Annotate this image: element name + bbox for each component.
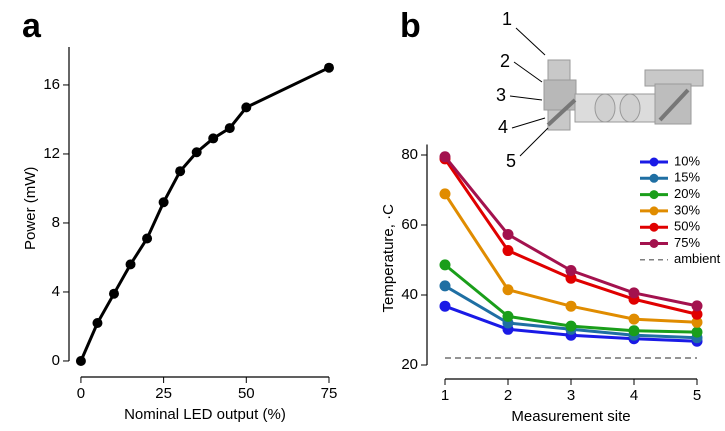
data-point bbox=[109, 289, 119, 299]
x-tick-label: 3 bbox=[567, 387, 575, 404]
x-tick-label: 25 bbox=[155, 385, 172, 402]
data-point bbox=[175, 166, 185, 176]
x-tick-label: 75 bbox=[321, 385, 338, 402]
x-tick-label: 50 bbox=[238, 385, 255, 402]
y-tick-label: 8 bbox=[52, 214, 60, 231]
legend-label: 15% bbox=[674, 170, 700, 185]
legend-label: 75% bbox=[674, 235, 700, 250]
data-point bbox=[126, 259, 136, 269]
x-tick-label: 5 bbox=[693, 387, 701, 404]
series-line bbox=[81, 68, 329, 361]
legend-marker bbox=[650, 206, 659, 215]
y-tick-label: 40 bbox=[401, 286, 418, 303]
x-tick-label: 2 bbox=[504, 387, 512, 404]
y-tick-label: 80 bbox=[401, 146, 418, 163]
panel-label: a bbox=[22, 7, 42, 45]
data-point bbox=[692, 300, 703, 311]
series-line bbox=[445, 159, 697, 314]
legend-label: 50% bbox=[674, 219, 700, 234]
x-tick-label: 1 bbox=[441, 387, 449, 404]
diagram-label: 4 bbox=[498, 117, 508, 137]
data-point bbox=[159, 197, 169, 207]
data-point bbox=[566, 321, 577, 332]
y-axis-label: Temperature, ·C bbox=[380, 204, 397, 313]
legend-label: 20% bbox=[674, 186, 700, 201]
diagram-part bbox=[595, 94, 615, 122]
y-tick-label: 12 bbox=[43, 145, 60, 162]
diagram-label: 1 bbox=[502, 9, 512, 29]
data-point bbox=[503, 245, 514, 256]
data-point bbox=[440, 151, 451, 162]
y-tick-label: 4 bbox=[52, 283, 60, 300]
diagram-part bbox=[620, 94, 640, 122]
data-point bbox=[629, 314, 640, 325]
data-point bbox=[503, 229, 514, 240]
data-point bbox=[76, 356, 86, 366]
diagram-label: 2 bbox=[500, 51, 510, 71]
y-axis-label: Power (mW) bbox=[22, 167, 39, 250]
diagram-pointer bbox=[512, 118, 545, 128]
legend-label: 30% bbox=[674, 202, 700, 217]
data-point bbox=[692, 327, 703, 338]
y-tick-label: 60 bbox=[401, 216, 418, 233]
diagram-label: 5 bbox=[506, 151, 516, 171]
data-point bbox=[629, 287, 640, 298]
data-point bbox=[503, 311, 514, 322]
x-axis-label: Nominal LED output (%) bbox=[124, 406, 286, 423]
figure: a04812160255075Nominal LED output (%)Pow… bbox=[0, 0, 725, 426]
legend-marker bbox=[650, 158, 659, 167]
data-point bbox=[225, 123, 235, 133]
data-point bbox=[92, 318, 102, 328]
y-tick-label: 20 bbox=[401, 356, 418, 373]
diagram-pointer bbox=[516, 28, 545, 55]
data-point bbox=[208, 133, 218, 143]
x-tick-label: 0 bbox=[77, 385, 85, 402]
x-tick-label: 4 bbox=[630, 387, 638, 404]
data-point bbox=[440, 259, 451, 270]
y-tick-label: 16 bbox=[43, 76, 60, 93]
legend-marker bbox=[650, 223, 659, 232]
diagram-pointer bbox=[510, 96, 542, 100]
data-point bbox=[440, 188, 451, 199]
data-point bbox=[192, 147, 202, 157]
legend-marker bbox=[650, 190, 659, 199]
panel-label: b bbox=[400, 7, 421, 45]
data-point bbox=[440, 280, 451, 291]
legend-marker bbox=[650, 174, 659, 183]
diagram-pointer bbox=[514, 62, 542, 82]
legend-label: ambient bbox=[674, 251, 721, 266]
data-point bbox=[241, 102, 251, 112]
data-point bbox=[566, 301, 577, 312]
device-diagram bbox=[544, 60, 703, 130]
data-point bbox=[324, 63, 334, 73]
y-tick-label: 0 bbox=[52, 352, 60, 369]
diagram-pointer bbox=[520, 128, 548, 156]
data-point bbox=[629, 325, 640, 336]
x-axis-label: Measurement site bbox=[511, 408, 630, 425]
legend-label: 10% bbox=[674, 153, 700, 168]
diagram-label: 3 bbox=[496, 85, 506, 105]
data-point bbox=[566, 265, 577, 276]
data-point bbox=[142, 233, 152, 243]
legend-marker bbox=[650, 239, 659, 248]
data-point bbox=[440, 301, 451, 312]
data-point bbox=[503, 284, 514, 295]
